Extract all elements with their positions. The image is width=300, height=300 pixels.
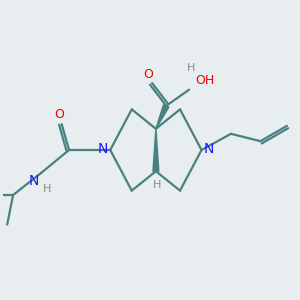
Text: N: N [28,174,39,188]
Text: OH: OH [196,74,215,87]
Text: H: H [186,63,195,74]
Polygon shape [156,105,169,129]
Text: N: N [98,142,108,155]
Text: O: O [54,108,64,121]
Text: O: O [144,68,154,81]
Text: H: H [153,180,161,190]
Polygon shape [153,129,159,171]
Text: H: H [43,184,52,194]
Text: N: N [204,142,214,155]
